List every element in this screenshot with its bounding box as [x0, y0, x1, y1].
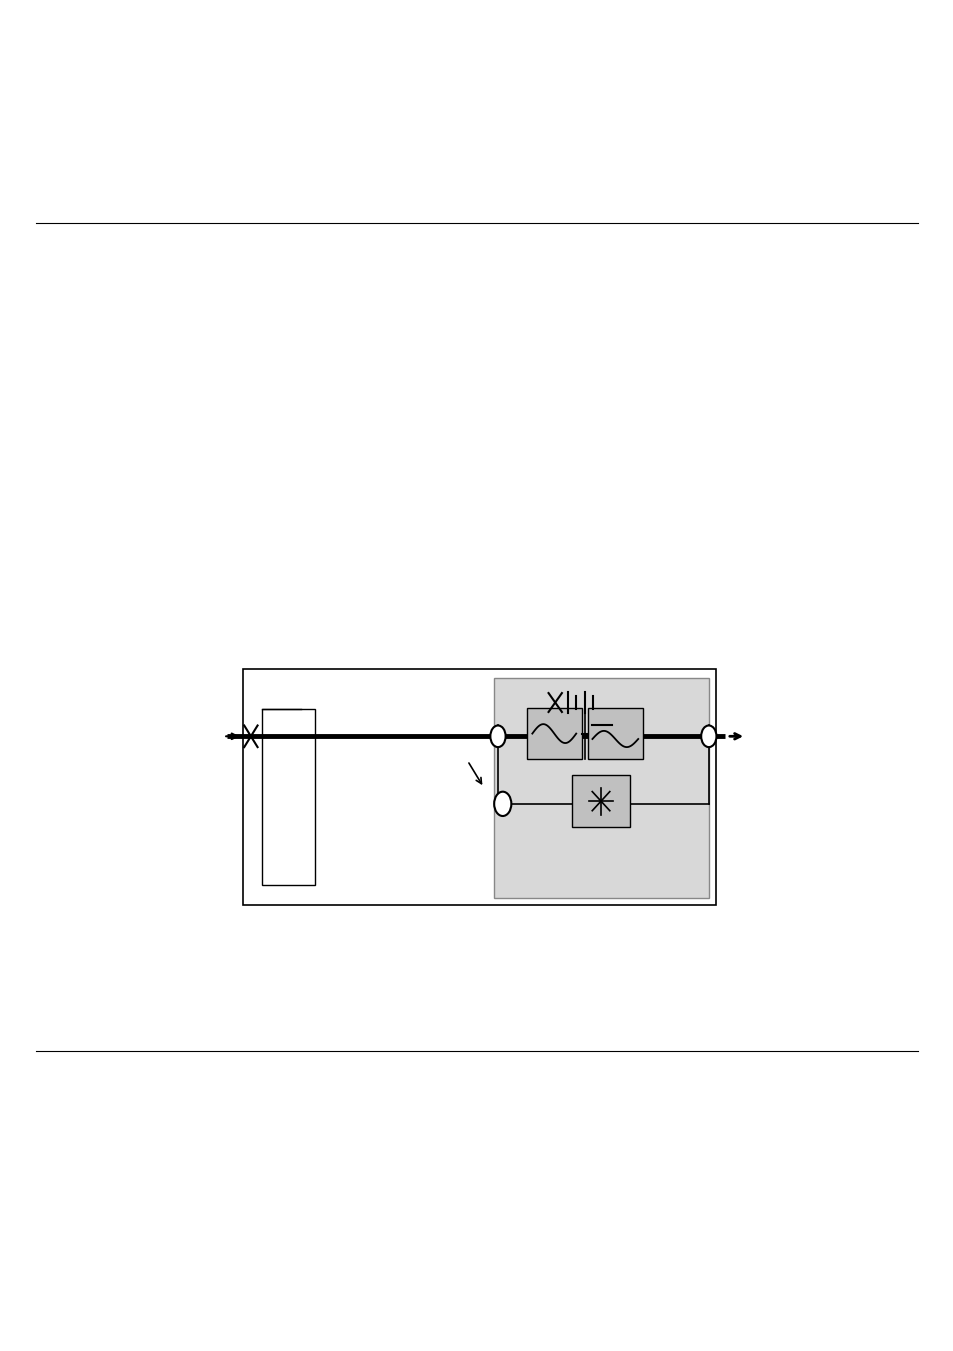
Bar — [494, 678, 708, 898]
Bar — [243, 669, 715, 905]
Bar — [262, 709, 314, 885]
Bar — [587, 708, 642, 759]
Circle shape — [494, 792, 511, 816]
Bar — [526, 708, 581, 759]
Circle shape — [700, 725, 716, 747]
Circle shape — [490, 725, 505, 747]
Bar — [572, 775, 629, 827]
